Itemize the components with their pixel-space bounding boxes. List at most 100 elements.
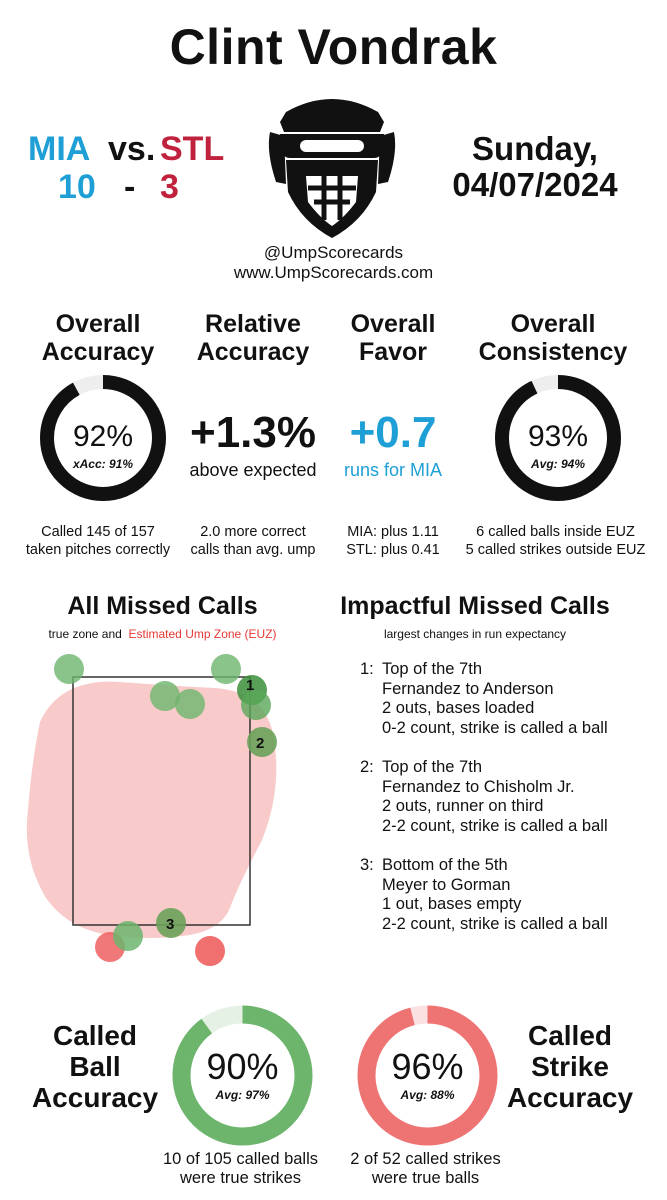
relative-title-line2: Accuracy [196, 338, 310, 366]
legend-euz: Estimated Ump Zone (EUZ) [128, 627, 277, 641]
consistency-title: Overall Consistency [468, 310, 638, 366]
accuracy-value: 92% [72, 420, 134, 453]
impactful-item-number: 2: [360, 758, 374, 776]
missed-call-dot [247, 727, 277, 757]
twitter-handle: @UmpScorecards [263, 243, 404, 262]
away-team: MIA [28, 130, 91, 168]
game-date: 04/07/2024 [452, 166, 618, 203]
pitch-label-3: 3 [166, 916, 174, 933]
consistency-title-line2: Consistency [478, 338, 628, 366]
pitch-label-1: 1 [246, 677, 254, 694]
relative-accuracy-sub: above expected [189, 460, 317, 480]
impactful-inning: Bottom of the 5th [382, 856, 508, 874]
ball-title-line1: Called [52, 1020, 138, 1051]
score-dash: - [124, 168, 136, 206]
impactful-matchup: Fernandez to Chisholm Jr. [382, 777, 575, 796]
missed-calls-title: All Missed Calls [67, 592, 258, 620]
strike-zone-plot: 1 2 3 [26, 654, 277, 966]
favor-note-line2: STL: plus 0.41 [346, 542, 440, 558]
missed-calls-legend: true zone and Estimated Ump Zone (EUZ) [0, 627, 325, 641]
strike-accuracy-ring [357, 1005, 498, 1146]
strike-ring-arc [357, 1005, 498, 1146]
ball-title-line3: Accuracy [31, 1082, 159, 1113]
missed-call-dot [54, 654, 84, 684]
ball-accuracy-ring [172, 1005, 313, 1146]
pitch-label-2: 2 [256, 735, 264, 752]
strike-note-line1: 2 of 52 called strikes [350, 1150, 501, 1168]
ball-title-line2: Ball [69, 1051, 121, 1082]
impactful-situation: 2 outs, bases loaded [382, 699, 535, 717]
favor-value: +0.7 [349, 408, 437, 457]
away-score: 10 [58, 168, 96, 206]
euz-area [26, 681, 277, 938]
accuracy-ring [40, 375, 166, 501]
versus-label: vs. [108, 130, 156, 168]
consistency-note: 6 called balls inside EUZ 5 called strik… [453, 523, 658, 559]
consistency-note-line1: 6 called balls inside EUZ [476, 524, 635, 540]
impactful-inning: Top of the 7th [382, 660, 482, 678]
favor-note-line1: MIA: plus 1.11 [347, 524, 439, 540]
impactful-item-2: 2: Top of the 7th Fernandez to Chisholm … [360, 758, 660, 838]
favor-title: Overall Favor [328, 310, 458, 366]
impactful-item-number: 1: [360, 660, 374, 678]
relative-note-line1: 2.0 more correct [200, 524, 306, 540]
accuracy-note-line2: taken pitches correctly [25, 542, 171, 558]
website-link[interactable]: www.UmpScorecards.com [233, 263, 434, 282]
missed-call-dot [175, 689, 205, 719]
missed-call-dot [156, 908, 186, 938]
impactful-call: 0-2 count, strike is called a ball [382, 718, 608, 737]
accuracy-xacc: xAcc: 91% [72, 457, 134, 471]
favor-sub: runs for MIA [343, 460, 443, 480]
accuracy-note: Called 145 of 157 taken pitches correctl… [13, 523, 183, 559]
impactful-call: 2-2 count, strike is called a ball [382, 816, 608, 835]
strike-accuracy-avg: Avg: 88% [400, 1088, 455, 1102]
relative-title-line1: Relative [205, 310, 301, 338]
impactful-situation: 2 outs, runner on third [382, 797, 544, 815]
impactful-subtitle: largest changes in run expectancy [383, 627, 567, 641]
strike-note-line2: were true balls [371, 1169, 480, 1187]
ball-note-line2: were true strikes [179, 1169, 302, 1187]
umpire-mask-icon [268, 99, 396, 238]
accuracy-ring-arc [40, 375, 166, 501]
relative-accuracy-value: +1.3% [190, 408, 316, 457]
relative-accuracy-title: Relative Accuracy [178, 310, 328, 366]
ball-note-line1: 10 of 105 called balls [162, 1150, 319, 1168]
relative-note-line2: calls than avg. ump [190, 542, 316, 558]
favor-title-line1: Overall [350, 310, 436, 338]
accuracy-title-line1: Overall [55, 310, 141, 338]
strike-title-line3: Accuracy [506, 1082, 634, 1113]
impactful-situation: 1 out, bases empty [382, 895, 522, 913]
impactful-title: Impactful Missed Calls [340, 592, 610, 620]
accuracy-title: Overall Accuracy [18, 310, 178, 366]
consistency-value: 93% [527, 420, 589, 453]
impactful-matchup: Meyer to Gorman [382, 875, 511, 894]
ball-accuracy-value: 90% [206, 1046, 279, 1087]
consistency-title-line1: Overall [510, 310, 596, 338]
impactful-item-number: 3: [360, 856, 374, 874]
strike-accuracy-value: 96% [391, 1046, 464, 1087]
consistency-ring [495, 375, 621, 501]
impactful-item-1: 1: Top of the 7th Fernandez to Anderson … [360, 660, 660, 740]
consistency-note-line2: 5 called strikes outside EUZ [465, 542, 646, 558]
home-score: 3 [160, 168, 179, 206]
accuracy-title-line2: Accuracy [41, 338, 155, 366]
ball-accuracy-title: Called Ball Accuracy [20, 1020, 170, 1113]
impactful-inning: Top of the 7th [382, 758, 482, 776]
impactful-call: 2-2 count, strike is called a ball [382, 914, 608, 933]
missed-call-dot [241, 690, 271, 720]
strike-title-line1: Called [527, 1020, 613, 1051]
consistency-ring-arc [495, 375, 621, 501]
legend-true-zone: true zone and [48, 627, 122, 641]
ball-accuracy-note: 10 of 105 called balls were true strikes [148, 1150, 333, 1188]
relative-note: 2.0 more correct calls than avg. ump [178, 523, 328, 559]
missed-call-dot [113, 921, 143, 951]
favor-title-line2: Favor [358, 338, 428, 366]
missed-call-dot [211, 654, 241, 684]
missed-call-dot [195, 936, 225, 966]
consistency-avg: Avg: 94% [530, 457, 586, 471]
missed-call-dot [150, 681, 180, 711]
impactful-matchup: Fernandez to Anderson [382, 679, 554, 698]
favor-note: MIA: plus 1.11 STL: plus 0.41 [328, 523, 458, 559]
strike-title-line2: Strike [531, 1051, 609, 1082]
accuracy-note-line1: Called 145 of 157 [41, 524, 155, 540]
